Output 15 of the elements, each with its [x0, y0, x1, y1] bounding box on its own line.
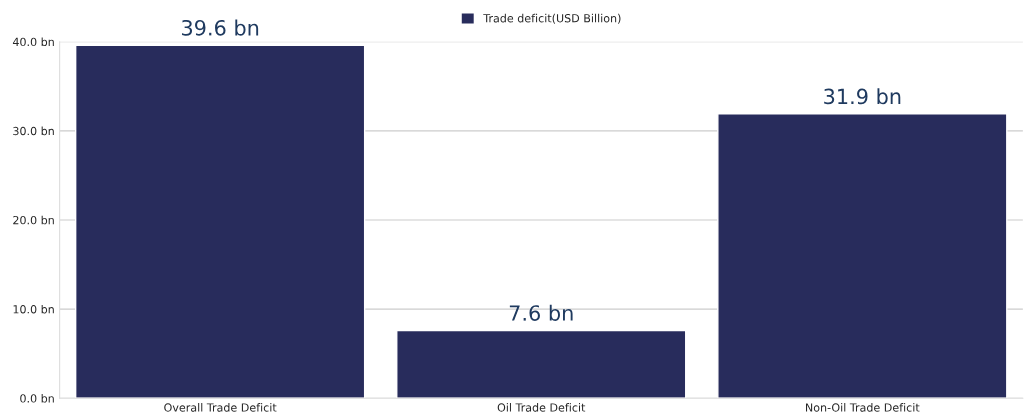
x-tick-label: Oil Trade Deficit	[497, 403, 586, 412]
bar	[396, 329, 687, 399]
y-tick-label: 0.0 bn	[20, 394, 54, 403]
data-label: 31.9 bn	[824, 88, 901, 105]
bar	[74, 44, 366, 399]
bar	[717, 113, 1008, 399]
y-tick-label: 30.0 bn	[13, 126, 54, 136]
y-tick-label: 20.0 bn	[13, 215, 54, 225]
data-label: 39.6 bn	[182, 19, 259, 36]
legend-label: Trade deficit(USD Billion)	[483, 13, 621, 24]
y-tick-label: 10.0 bn	[13, 304, 54, 314]
x-tick-label: Non-Oil Trade Deficit	[806, 403, 920, 412]
data-label: 7.6 bn	[509, 304, 573, 321]
x-tick-label: Overall Trade Deficit	[164, 403, 277, 412]
y-tick-label: 40.0 bn	[12, 37, 54, 47]
